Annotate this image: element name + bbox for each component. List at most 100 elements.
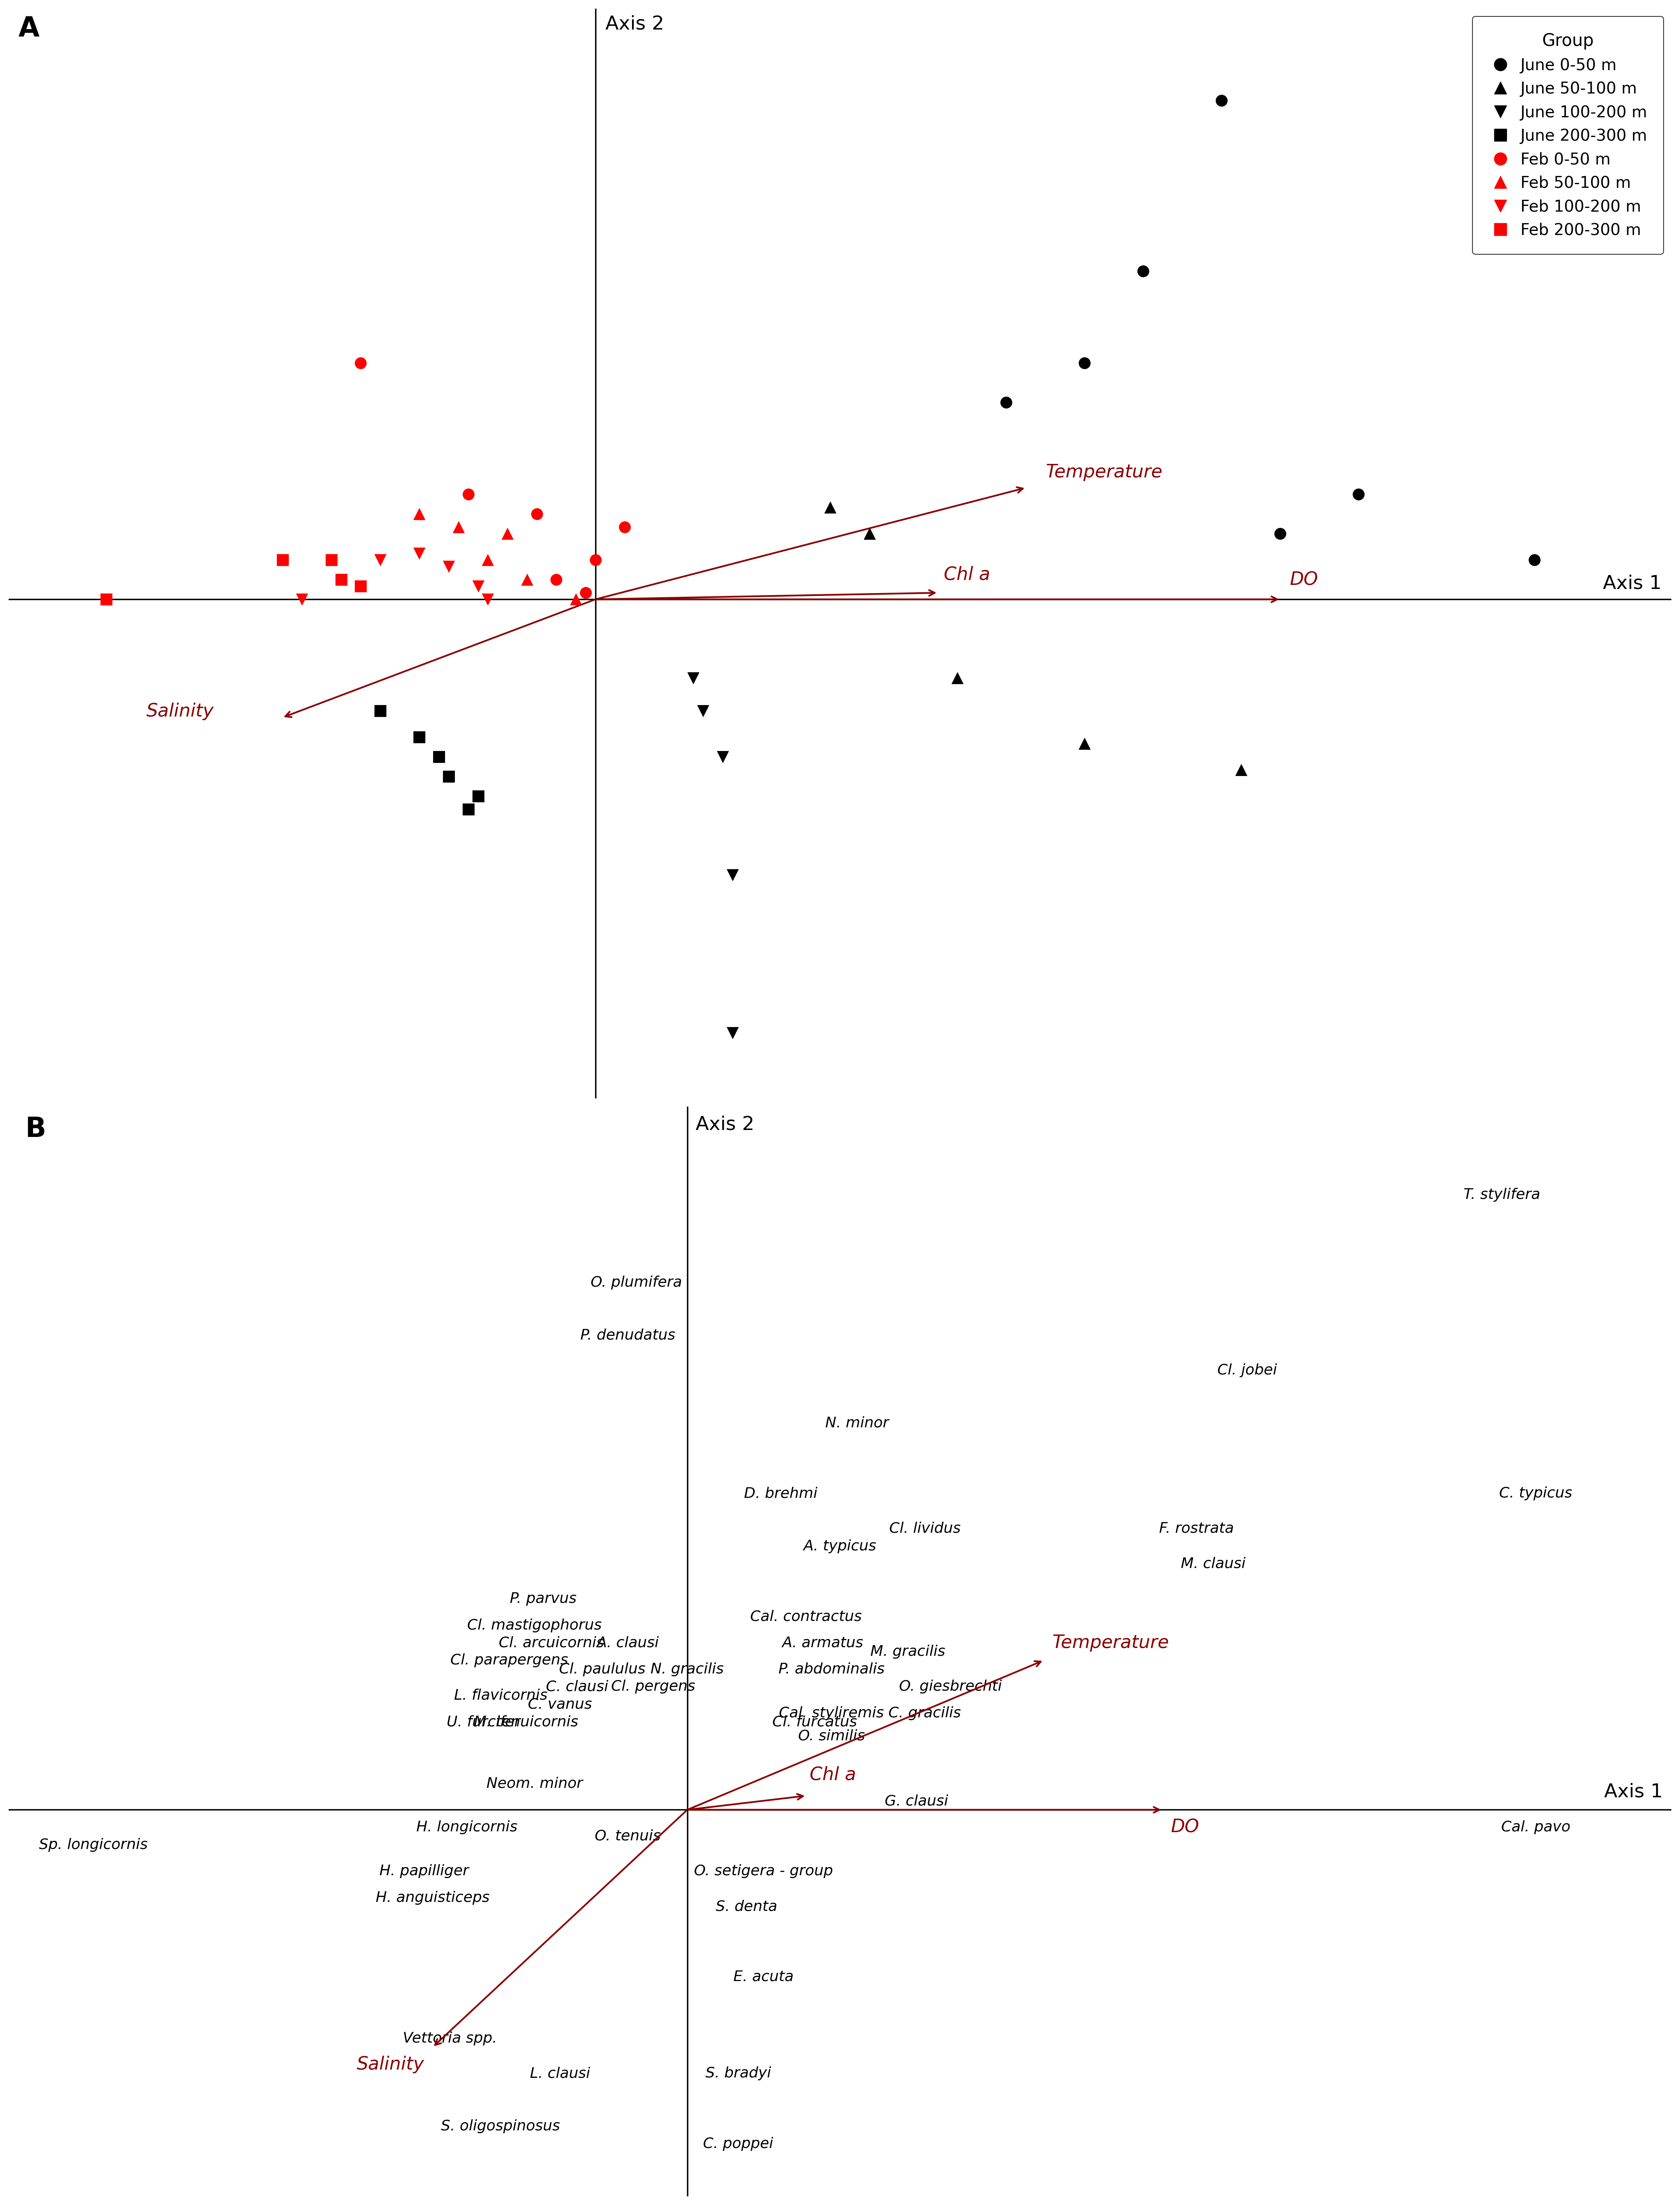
Text: Cal. styliremis: Cal. styliremis <box>780 1707 884 1720</box>
Text: Cl. paululus: Cl. paululus <box>559 1663 645 1676</box>
Text: N. gracilis: N. gracilis <box>650 1663 724 1676</box>
Text: A. armatus: A. armatus <box>783 1636 864 1649</box>
Text: L. flavicornis: L. flavicornis <box>454 1689 548 1702</box>
Text: S. denta: S. denta <box>716 1899 778 1914</box>
Point <box>709 739 736 774</box>
Point <box>474 582 501 617</box>
Text: Cl. jobei: Cl. jobei <box>1218 1363 1277 1378</box>
Point <box>1072 725 1099 761</box>
Point <box>514 562 541 598</box>
Point <box>407 536 433 571</box>
Point <box>407 719 433 754</box>
Text: A. clausi: A. clausi <box>596 1636 659 1649</box>
Text: Axis 2: Axis 2 <box>605 15 664 33</box>
Text: F. rostrata: F. rostrata <box>1159 1521 1233 1535</box>
Point <box>563 582 590 617</box>
Legend: June 0-50 m, June 50-100 m, June 100-200 m, June 200-300 m, Feb 0-50 m, Feb 50-1: June 0-50 m, June 50-100 m, June 100-200… <box>1473 15 1663 254</box>
Text: Chl a: Chl a <box>810 1766 855 1784</box>
Text: B: B <box>25 1116 47 1142</box>
Text: M. gracilis: M. gracilis <box>870 1645 946 1658</box>
Point <box>289 582 316 617</box>
Point <box>1267 516 1294 551</box>
Text: L. clausi: L. clausi <box>529 2066 590 2079</box>
Text: Cl. parapergens: Cl. parapergens <box>450 1654 568 1667</box>
Point <box>465 778 492 814</box>
Text: Salinity: Salinity <box>356 2055 425 2073</box>
Text: P. parvus: P. parvus <box>509 1592 576 1605</box>
Point <box>1520 542 1547 578</box>
Text: H. papilliger: H. papilliger <box>380 1865 469 1879</box>
Text: DO: DO <box>1171 1819 1200 1837</box>
Text: U. furcifer: U. furcifer <box>447 1715 521 1729</box>
Text: Temperature: Temperature <box>1052 1634 1169 1652</box>
Point <box>455 476 482 512</box>
Text: M. tenuicornis: M. tenuicornis <box>474 1715 578 1729</box>
Point <box>348 569 375 604</box>
Text: Chl a: Chl a <box>944 567 990 584</box>
Point <box>816 490 843 525</box>
Point <box>366 542 393 578</box>
Text: G. clausi: G. clausi <box>885 1795 948 1808</box>
Text: M. clausi: M. clausi <box>1181 1557 1245 1570</box>
Text: Vettoria spp.: Vettoria spp. <box>403 2031 497 2046</box>
Point <box>445 509 472 545</box>
Point <box>689 692 716 728</box>
Text: Axis 1: Axis 1 <box>1604 1782 1663 1801</box>
Point <box>348 346 375 381</box>
Point <box>366 692 393 728</box>
Text: T. stylifera: T. stylifera <box>1463 1188 1541 1202</box>
Text: C. poppei: C. poppei <box>702 2137 773 2150</box>
Point <box>944 662 971 697</box>
Point <box>524 496 551 531</box>
Text: Neom. minor: Neom. minor <box>487 1777 583 1790</box>
Text: D. brehmi: D. brehmi <box>744 1486 816 1499</box>
Text: S. oligospinosus: S. oligospinosus <box>442 2119 559 2132</box>
Point <box>993 384 1020 419</box>
Point <box>425 739 452 774</box>
Point <box>435 759 462 794</box>
Text: P. abdominalis: P. abdominalis <box>778 1663 885 1676</box>
Point <box>1072 346 1099 381</box>
Point <box>269 542 296 578</box>
Text: O. setigera - group: O. setigera - group <box>694 1865 833 1879</box>
Text: E. acuta: E. acuta <box>734 1969 793 1984</box>
Text: C. typicus: C. typicus <box>1499 1486 1572 1499</box>
Text: Temperature: Temperature <box>1045 463 1163 481</box>
Text: O. similis: O. similis <box>798 1729 865 1742</box>
Point <box>328 562 354 598</box>
Text: H. anguisticeps: H. anguisticeps <box>376 1890 489 1905</box>
Text: N. minor: N. minor <box>825 1416 889 1431</box>
Text: Sp. longicornis: Sp. longicornis <box>39 1839 148 1852</box>
Text: Salinity: Salinity <box>146 703 213 721</box>
Point <box>407 496 433 531</box>
Text: O. tenuis: O. tenuis <box>595 1830 660 1843</box>
Point <box>455 792 482 827</box>
Text: Cal. pavo: Cal. pavo <box>1500 1821 1571 1835</box>
Point <box>855 516 882 551</box>
Text: Cl. mastigophorus: Cl. mastigophorus <box>467 1618 601 1632</box>
Point <box>680 662 707 697</box>
Text: A: A <box>18 15 40 42</box>
Text: DO: DO <box>1290 571 1319 589</box>
Point <box>1208 84 1235 119</box>
Point <box>92 582 119 617</box>
Point <box>719 858 746 893</box>
Point <box>573 576 600 611</box>
Text: Axis 1: Axis 1 <box>1603 573 1662 593</box>
Text: Cl. arcuicornis: Cl. arcuicornis <box>499 1636 605 1649</box>
Text: Cal. contractus: Cal. contractus <box>751 1610 862 1623</box>
Text: P. denudatus: P. denudatus <box>580 1327 675 1343</box>
Text: A. typicus: A. typicus <box>803 1539 877 1552</box>
Point <box>543 562 570 598</box>
Text: Axis 2: Axis 2 <box>696 1116 754 1133</box>
Point <box>581 542 608 578</box>
Text: Cl. furcatus: Cl. furcatus <box>773 1715 857 1729</box>
Text: C. vanus: C. vanus <box>528 1698 591 1711</box>
Point <box>1129 254 1156 289</box>
Text: C. gracilis: C. gracilis <box>889 1707 961 1720</box>
Text: S. bradyi: S. bradyi <box>706 2066 771 2079</box>
Point <box>435 549 462 584</box>
Text: O. plumifera: O. plumifera <box>591 1274 682 1290</box>
Text: O. giesbrechti: O. giesbrechti <box>899 1680 1001 1693</box>
Point <box>474 542 501 578</box>
